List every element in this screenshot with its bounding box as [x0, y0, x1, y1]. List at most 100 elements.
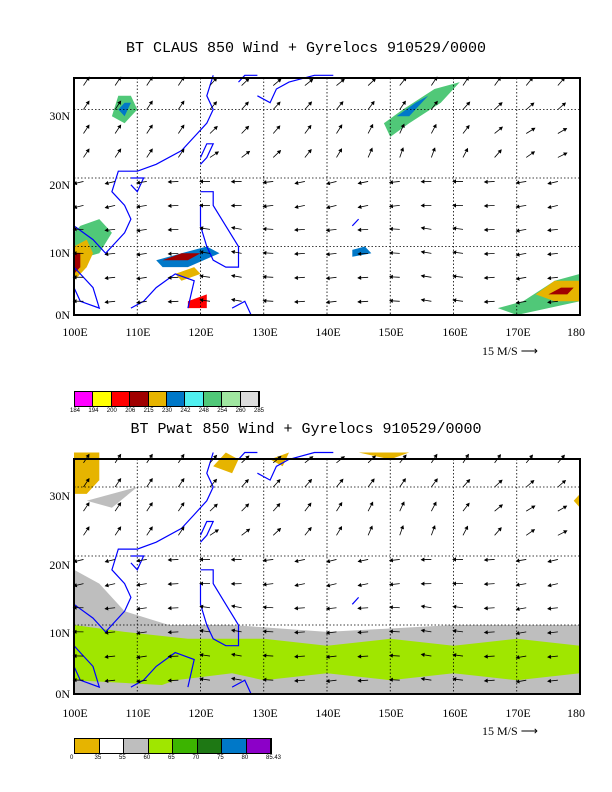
wind-vector-head — [497, 76, 501, 82]
panel2-reference-vector: 15 M/S ⟶ — [482, 724, 538, 739]
wind-vector-head — [325, 252, 330, 257]
wind-vector — [105, 181, 116, 185]
wind-vector-head — [420, 203, 425, 208]
wind-vector — [484, 300, 495, 303]
wind-vector-head — [388, 582, 394, 587]
wind-vector-head — [212, 478, 218, 484]
wind-vector-head — [85, 478, 90, 483]
wind-vector-head — [420, 604, 425, 609]
wind-vector — [358, 252, 369, 255]
wind-vector-head — [452, 628, 457, 634]
wind-vector-head — [400, 147, 404, 152]
wind-vector-head — [547, 251, 552, 257]
wind-vector — [484, 276, 495, 279]
wind-vector-head — [148, 526, 153, 531]
wind-vector-head — [420, 677, 425, 682]
wind-vector-head — [262, 653, 267, 658]
wind-vector-head — [325, 678, 330, 684]
wind-vector-head — [104, 678, 109, 684]
wind-vector-head — [515, 204, 520, 209]
wind-vector-head — [452, 226, 457, 231]
pwat-area — [573, 493, 580, 508]
wind-vector-head — [420, 628, 425, 633]
wind-vector — [326, 679, 337, 682]
wind-vector-head — [325, 299, 330, 305]
panel2-lon-label-180: 180 — [567, 706, 585, 720]
wind-vector — [114, 454, 121, 464]
wind-vector — [336, 479, 344, 488]
wind-vector — [462, 76, 469, 86]
wind-vector — [200, 299, 211, 302]
wind-vector-head — [357, 275, 362, 280]
convection-area — [187, 294, 207, 309]
wind-vector-head — [563, 530, 568, 535]
panel2-lat-label-30n: 30N — [49, 489, 70, 503]
wind-vector — [146, 76, 153, 86]
panel1-lon-label-180: 180 — [567, 325, 585, 339]
wind-vector-head — [402, 454, 407, 459]
wind-vector-head — [136, 252, 141, 257]
wind-vector-head — [465, 76, 469, 81]
wind-vector — [516, 181, 527, 184]
wind-vector — [178, 478, 185, 488]
wind-vector-head — [307, 526, 312, 532]
wind-vector-head — [515, 252, 520, 257]
convection-area — [74, 253, 81, 274]
panel1-lon-label-150e: 150E — [378, 325, 404, 339]
colorbar-swatch — [75, 739, 100, 753]
wind-vector — [83, 100, 90, 110]
wind-vector — [304, 502, 312, 512]
wind-vector-head — [104, 583, 109, 588]
panel2-shading — [74, 452, 580, 694]
colorbar-swatch — [148, 392, 167, 406]
wind-vector — [304, 125, 312, 134]
wind-vector — [516, 679, 527, 683]
wind-vector-head — [72, 204, 78, 210]
wind-vector — [367, 525, 373, 536]
wind-vector-head — [294, 204, 299, 209]
wind-vector — [526, 529, 535, 536]
wind-vector-head — [420, 581, 425, 586]
colorbar-tick-label: 55 — [119, 755, 126, 761]
colorbar-tick-label: 260 — [235, 408, 246, 414]
wind-vector-head — [104, 227, 109, 233]
wind-vector-head — [547, 227, 552, 233]
wind-vector — [336, 124, 343, 134]
wind-vector — [389, 655, 400, 657]
wind-vector-head — [465, 502, 470, 507]
panel1-lat-label-10n: 10N — [49, 246, 70, 260]
wind-vector — [399, 77, 407, 86]
wind-vector — [336, 456, 345, 464]
wind-vector-head — [136, 679, 141, 684]
wind-vector — [263, 630, 274, 633]
wind-vector-head — [433, 453, 438, 459]
wind-vector — [263, 252, 274, 254]
wind-vector — [525, 454, 533, 464]
wind-vector — [494, 504, 503, 512]
wind-vector-head — [104, 251, 109, 257]
wind-vector-head — [117, 76, 122, 81]
wind-vector-head — [72, 629, 77, 634]
malay-peninsula-coastline — [73, 645, 101, 689]
wind-vector-head — [515, 300, 520, 305]
wind-vector — [263, 276, 274, 278]
panel1-reference-vector-label: 15 M/S — [482, 344, 518, 358]
wind-vector — [326, 607, 337, 610]
wind-vector — [326, 631, 337, 634]
wind-vector — [494, 126, 503, 134]
wind-vector — [263, 679, 274, 681]
wind-vector-head — [136, 276, 141, 281]
wind-vector — [494, 479, 503, 488]
wind-vector — [326, 205, 337, 209]
wind-vector-head — [420, 652, 425, 658]
wind-vector-head — [560, 77, 565, 82]
wind-vector — [516, 300, 527, 304]
convection-area — [548, 287, 574, 295]
convection-area — [118, 102, 131, 117]
wind-vector — [200, 251, 211, 254]
wind-vector-head — [547, 654, 552, 659]
wind-vector-head — [547, 204, 552, 210]
wind-vector — [178, 76, 185, 86]
wind-vector-head — [357, 582, 362, 588]
wind-vector — [367, 148, 373, 158]
